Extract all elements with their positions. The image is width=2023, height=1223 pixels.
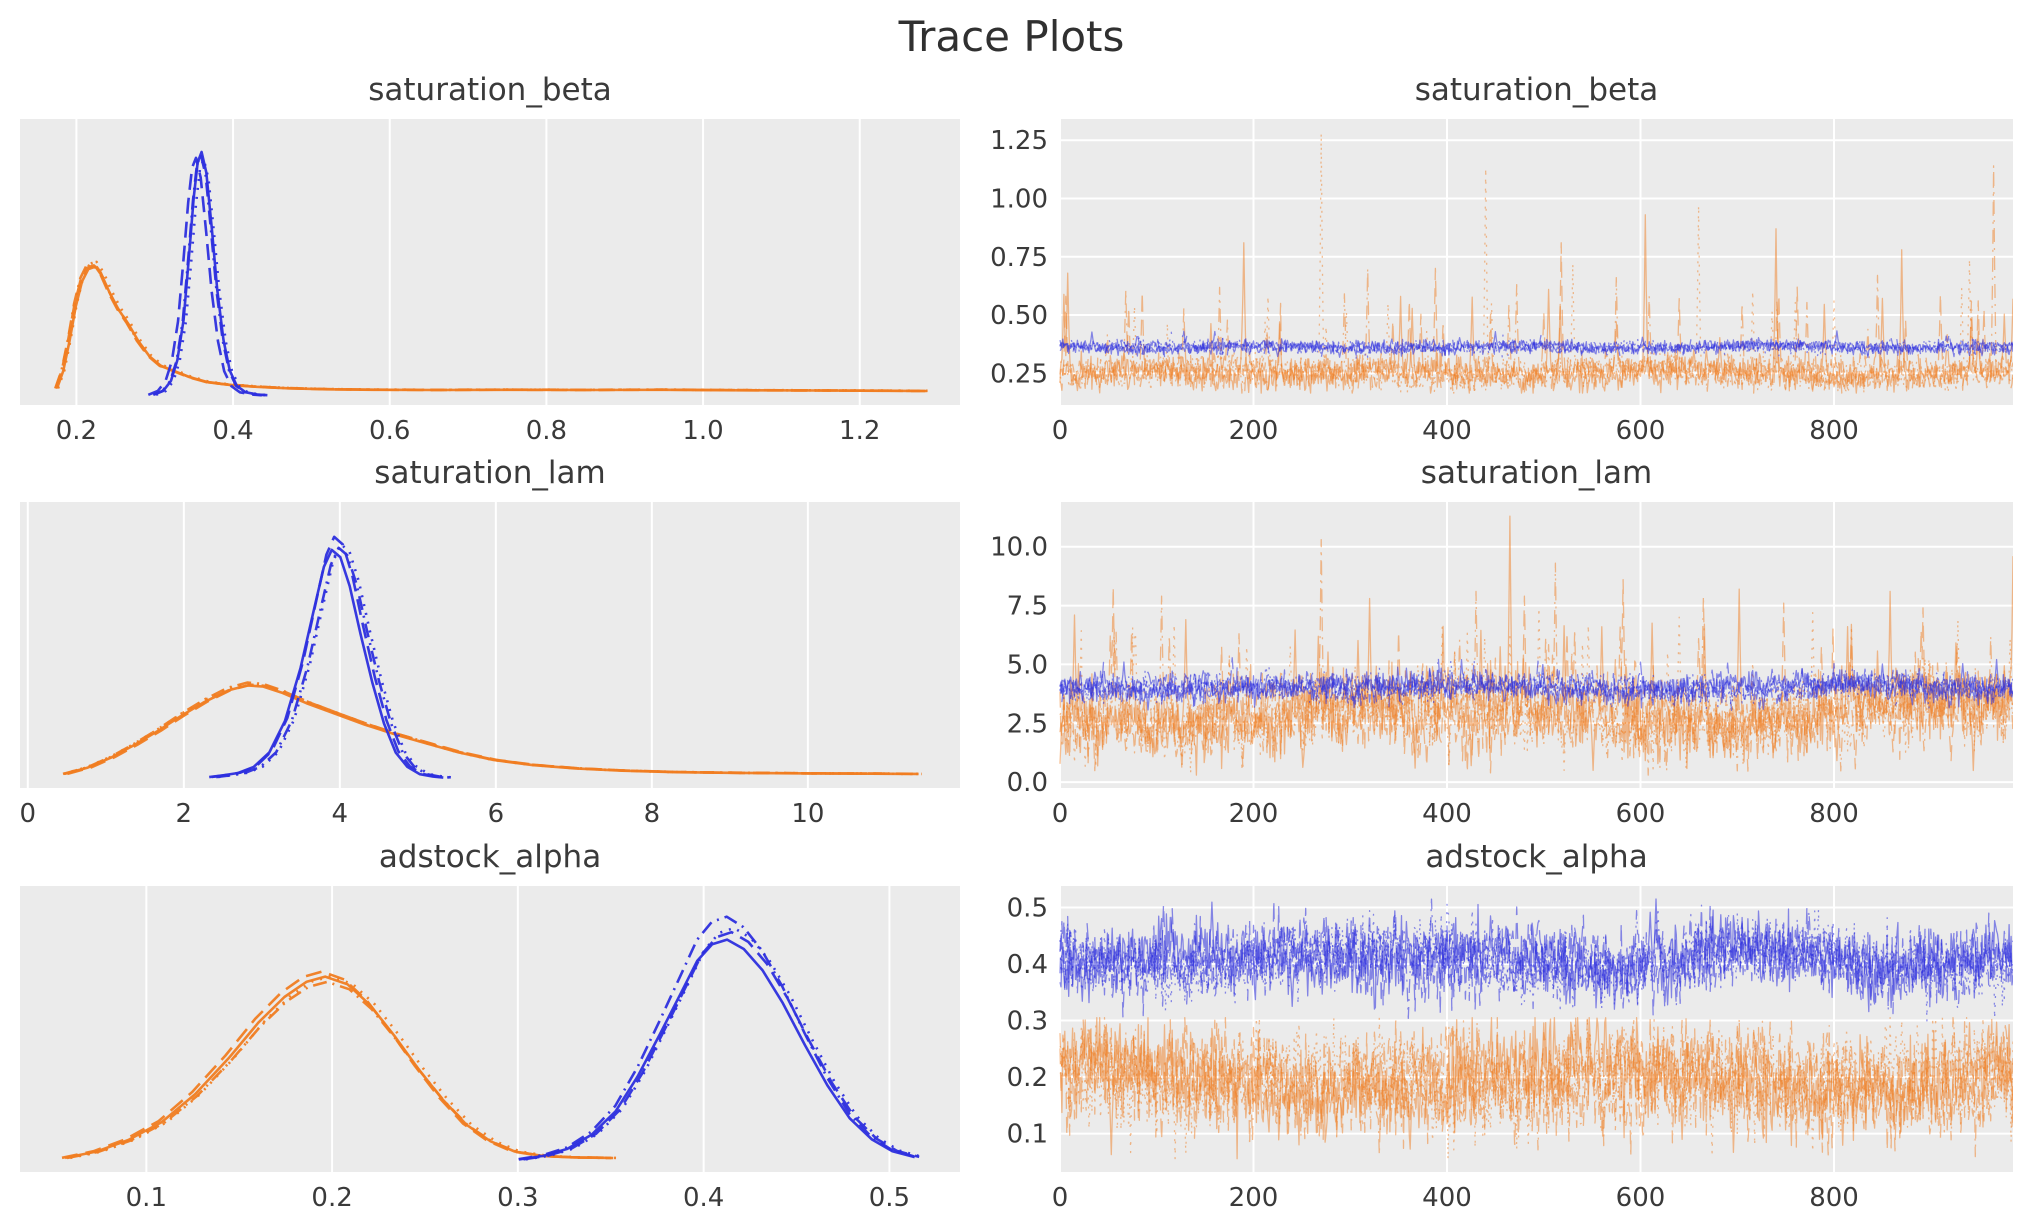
- x-tick-label: 0: [20, 799, 36, 829]
- x-tick-label: 400: [1422, 799, 1472, 829]
- x-tick-label: 0.2: [311, 1183, 352, 1213]
- y-tick-label: 0.5: [1007, 893, 1048, 923]
- kde-curve-blue-chain1: [147, 156, 262, 397]
- density-plot-saturation_lam: 0 2 4 6 8 10: [20, 502, 960, 834]
- x-tick-label: 0.5: [869, 1183, 910, 1213]
- subplot-title-trace-adstock_alpha: adstock_alpha: [1425, 839, 1648, 875]
- trace-line-blue-chain2: [1059, 331, 2013, 359]
- y-tick-label: 10.0: [990, 533, 1048, 563]
- x-tick-label: 4: [332, 799, 349, 829]
- kde-curve-blue-chain3: [152, 153, 267, 397]
- x-tick-label: 0: [1052, 416, 1069, 446]
- density-plot-adstock_alpha: 0.1 0.2 0.3 0.4 0.5: [20, 886, 960, 1218]
- y-tick-label: 7.5: [1007, 592, 1048, 622]
- x-tick-label: 600: [1616, 799, 1666, 829]
- kde-curve-blue-chain1: [523, 930, 920, 1161]
- kde-curve-blue-chain0: [209, 548, 444, 779]
- x-tick-label: 2: [176, 799, 193, 829]
- subplot-title-density-saturation_lam: saturation_lam: [374, 455, 606, 491]
- y-tick-label: 2.5: [1007, 709, 1048, 739]
- x-tick-label: 200: [1229, 416, 1279, 446]
- x-tick-label: 0.2: [56, 416, 97, 446]
- y-tick-label: 0.50: [990, 301, 1048, 331]
- trace-plot-svg: 0 200 400 600 800 0.0 2.5 5.0 7.5 10.0: [990, 502, 2013, 829]
- kde-curve-blue-chain1: [211, 535, 446, 779]
- x-tick-label: 0: [1052, 1183, 1069, 1213]
- x-tick-label: 400: [1422, 416, 1472, 446]
- subplot-title-trace-saturation_beta: saturation_beta: [1414, 72, 1659, 108]
- x-tick-label: 0.4: [683, 1183, 724, 1213]
- x-tick-label: 6: [488, 799, 505, 829]
- kde-curve-orange-chain3: [66, 980, 614, 1160]
- subplot-title-density-adstock_alpha: adstock_alpha: [378, 839, 602, 875]
- y-tick-label: 0.4: [1007, 950, 1048, 980]
- x-tick-label: 10: [791, 799, 824, 829]
- x-tick-label: 200: [1229, 799, 1279, 829]
- kde-curve-blue-chain0: [518, 938, 916, 1161]
- x-tick-label: 8: [644, 799, 661, 829]
- density-plot-svg: 0.2 0.4 0.6 0.8 1.0 1.2: [20, 119, 960, 446]
- density-plot-saturation_beta: 0.2 0.4 0.6 0.8 1.0 1.2: [20, 119, 960, 451]
- y-tick-label: 1.25: [990, 126, 1048, 156]
- trace-line-blue-chain3: [1059, 330, 2013, 358]
- density-plot-svg: 0.1 0.2 0.3 0.4 0.5: [20, 886, 960, 1213]
- axes-background: [20, 886, 960, 1172]
- y-tick-label: 5.0: [1007, 650, 1048, 680]
- trace-line-blue-chain1: [1059, 899, 2013, 1018]
- x-tick-label: 0.1: [126, 1183, 167, 1213]
- y-tick-label: 0.1: [1007, 1120, 1048, 1150]
- x-tick-label: 0: [1052, 799, 1069, 829]
- x-tick-label: 0.4: [212, 416, 253, 446]
- trace-line-orange-chain2: [1059, 132, 2013, 394]
- kde-curve-blue-chain2: [525, 926, 923, 1161]
- trace-line-orange-chain3: [1059, 165, 2013, 394]
- y-tick-label: 0.25: [990, 359, 1048, 389]
- kde-curve-orange-chain2: [62, 682, 918, 776]
- trace-line-orange-chain0: [1059, 1017, 2013, 1160]
- x-tick-label: 0.6: [369, 416, 410, 446]
- x-tick-label: 600: [1616, 416, 1666, 446]
- trace-line-orange-chain1: [1059, 579, 2013, 774]
- x-tick-label: 800: [1809, 1183, 1859, 1213]
- x-tick-label: 800: [1809, 416, 1859, 446]
- x-tick-label: 400: [1422, 1183, 1472, 1213]
- kde-curve-orange-chain3: [63, 681, 919, 776]
- trace-plot-svg: 0 200 400 600 800 0.1 0.2 0.3 0.4 0.5: [1007, 886, 2013, 1213]
- trace-line-blue-chain2: [1059, 903, 2013, 1023]
- x-tick-label: 0.8: [526, 416, 567, 446]
- y-tick-label: 0.75: [990, 243, 1048, 273]
- kde-curve-blue-chain3: [216, 546, 451, 779]
- axes-background: [20, 119, 960, 405]
- trace-plot-adstock_alpha: 0 200 400 600 800 0.1 0.2 0.3 0.4 0.5: [970, 886, 2013, 1218]
- x-tick-label: 200: [1229, 1183, 1279, 1213]
- x-tick-label: 1.0: [682, 416, 723, 446]
- trace-line-blue-chain3: [1059, 656, 2013, 711]
- trace-plot-saturation_beta: 0 200 400 600 800 0.25 0.50 0.75 1.00 1.25: [970, 119, 2013, 451]
- trace-line-blue-chain3: [1059, 898, 2013, 1019]
- y-tick-label: 0.0: [1007, 768, 1048, 798]
- density-plot-svg: 0 2 4 6 8 10: [20, 502, 960, 829]
- y-tick-label: 0.3: [1007, 1007, 1048, 1037]
- x-tick-label: 1.2: [839, 416, 880, 446]
- figure-title: Trace Plots: [898, 12, 1125, 61]
- kde-curve-blue-chain3: [518, 915, 915, 1161]
- subplot-title-density-saturation_beta: saturation_beta: [368, 72, 612, 108]
- trace-plot-saturation_lam: 0 200 400 600 800 0.0 2.5 5.0 7.5 10.0: [970, 502, 2013, 834]
- x-tick-label: 600: [1616, 1183, 1666, 1213]
- axes-background: [20, 502, 960, 788]
- subplot-title-trace-saturation_lam: saturation_lam: [1420, 455, 1653, 491]
- x-tick-label: 800: [1809, 799, 1859, 829]
- y-tick-label: 1.00: [990, 184, 1048, 214]
- y-tick-label: 0.2: [1007, 1063, 1048, 1093]
- trace-plot-svg: 0 200 400 600 800 0.25 0.50 0.75 1.00 1.25: [990, 119, 2013, 446]
- trace-line-blue-chain1: [1059, 657, 2013, 710]
- axes-background: [1060, 886, 2013, 1172]
- kde-curve-orange-chain3: [54, 261, 925, 393]
- x-tick-label: 0.3: [497, 1183, 538, 1213]
- trace-line-orange-chain3: [1059, 1017, 2013, 1158]
